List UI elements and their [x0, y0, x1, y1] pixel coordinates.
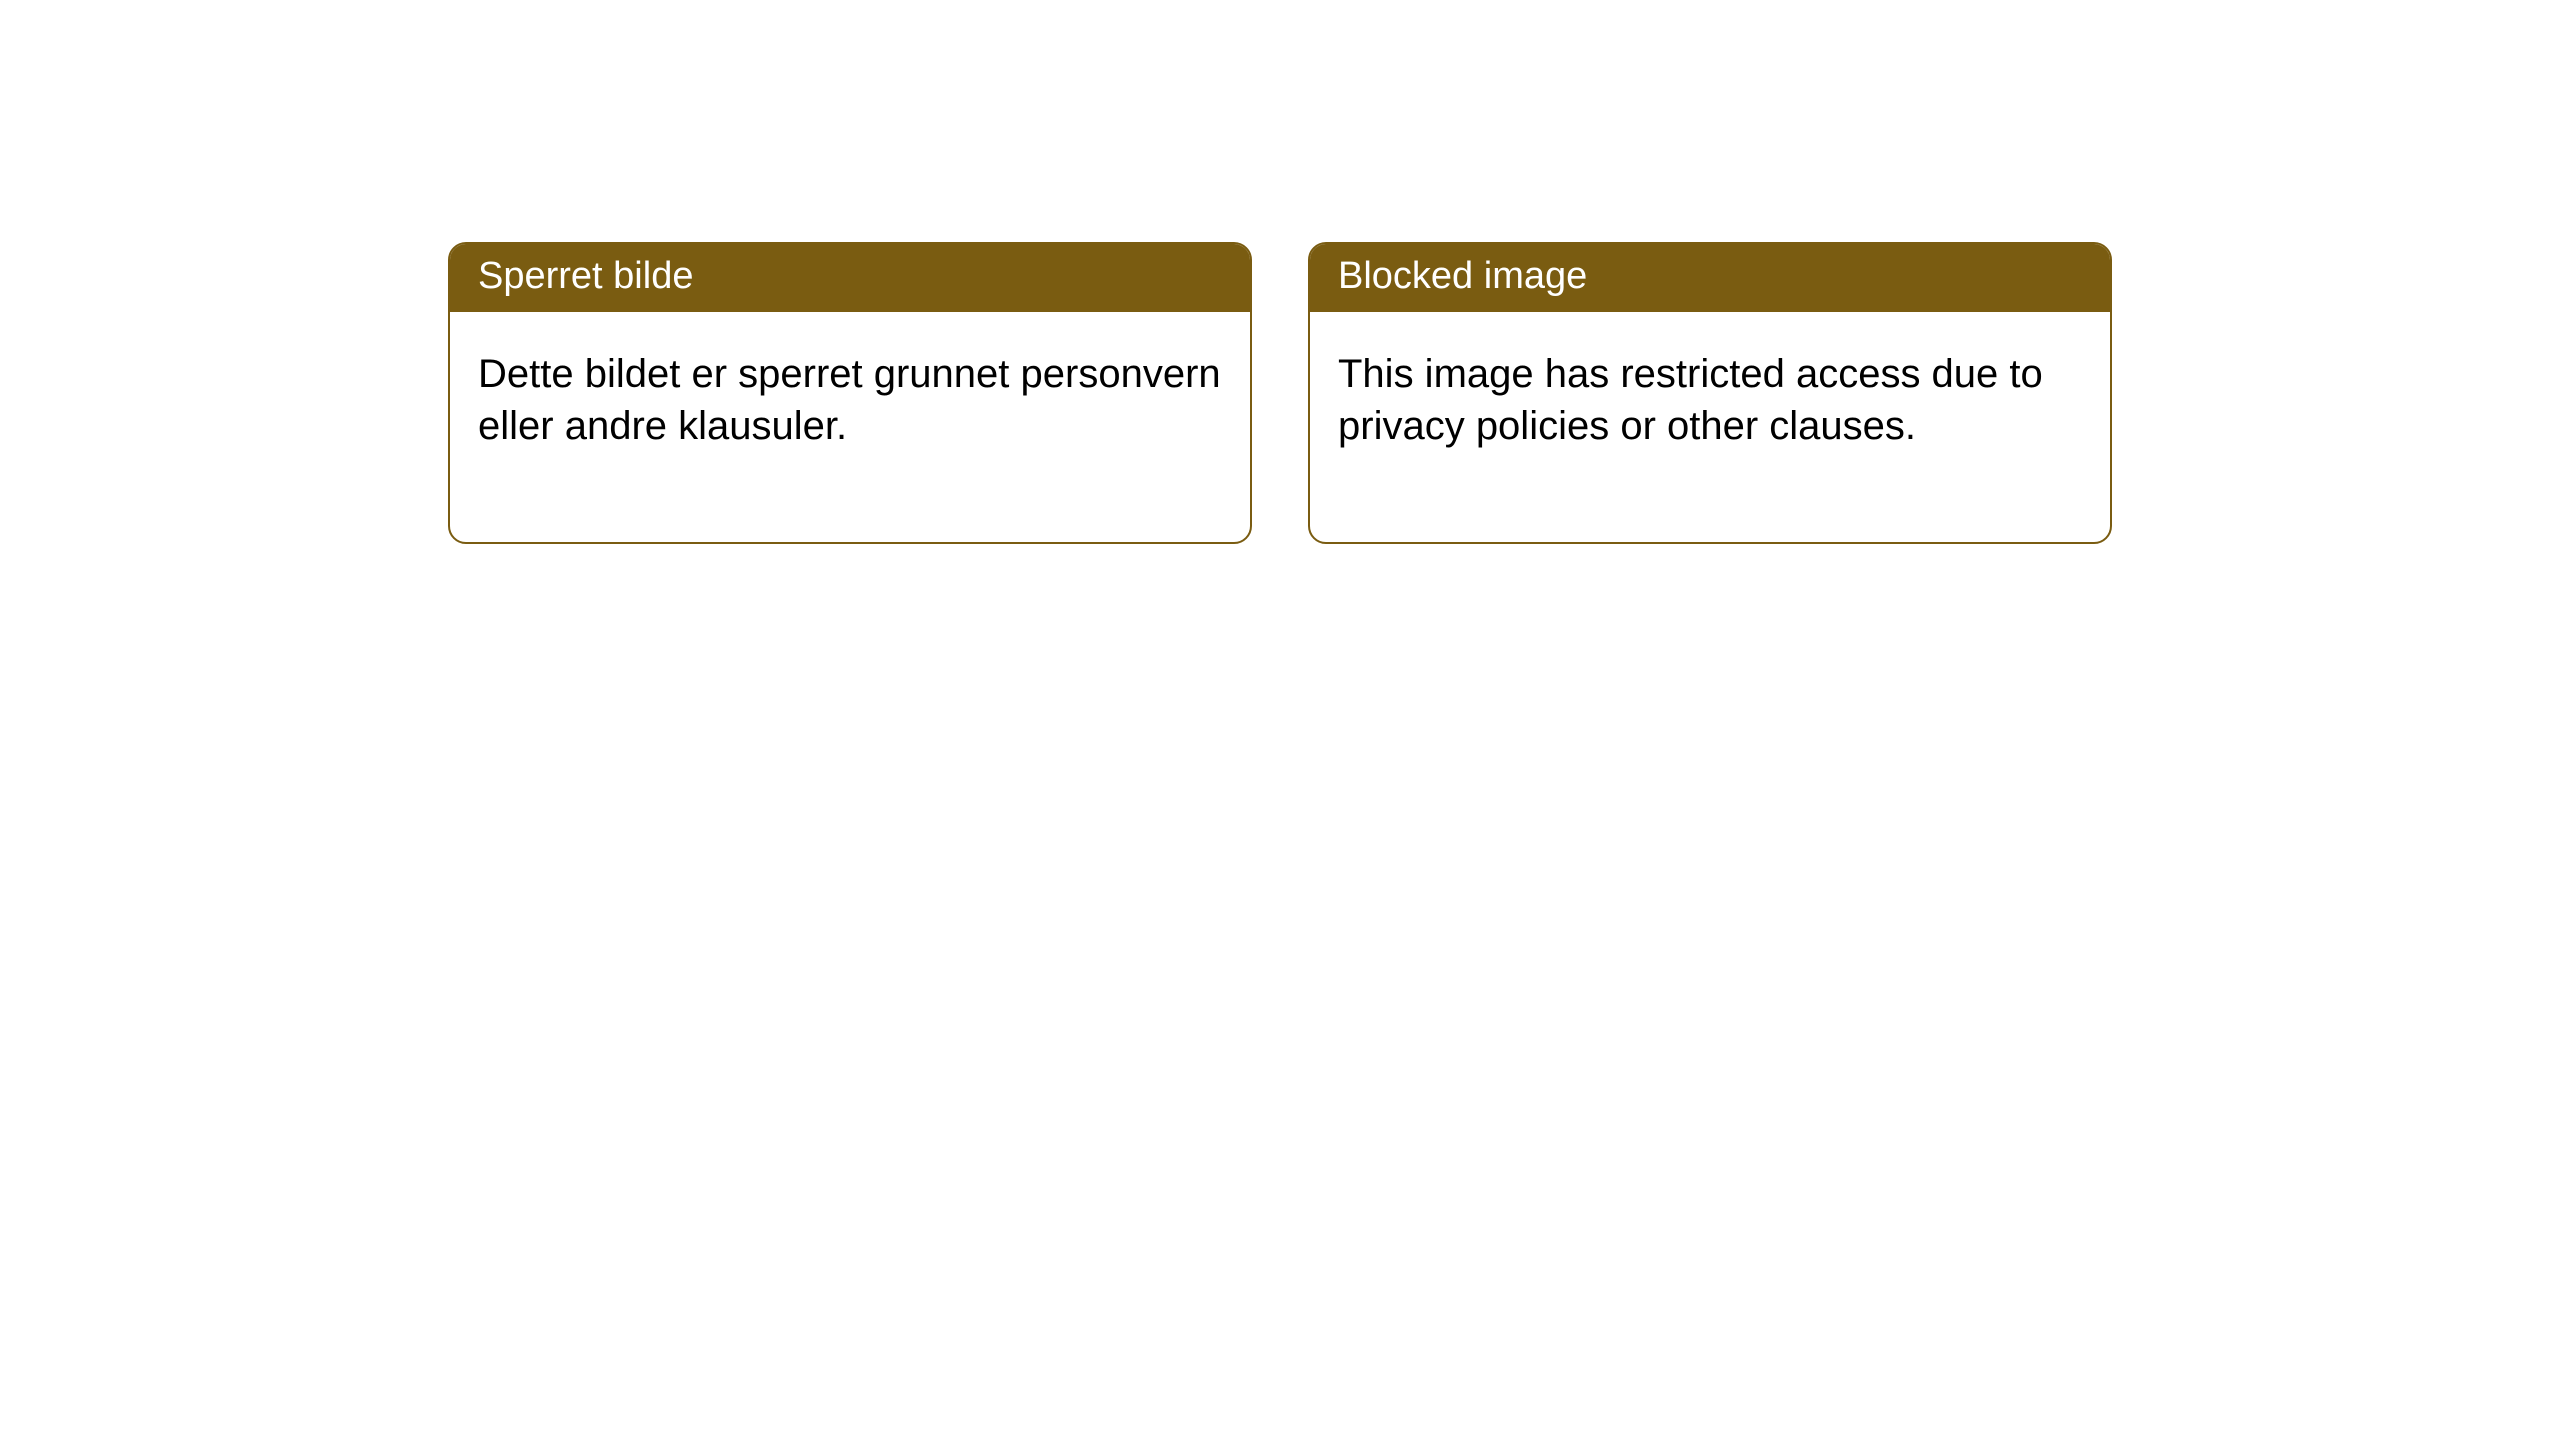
notice-body-text: This image has restricted access due to …	[1310, 312, 2110, 542]
notice-title: Sperret bilde	[450, 244, 1250, 312]
notice-card-norwegian: Sperret bilde Dette bildet er sperret gr…	[448, 242, 1252, 544]
notice-title: Blocked image	[1310, 244, 2110, 312]
notice-container: Sperret bilde Dette bildet er sperret gr…	[0, 0, 2560, 544]
notice-card-english: Blocked image This image has restricted …	[1308, 242, 2112, 544]
notice-body-text: Dette bildet er sperret grunnet personve…	[450, 312, 1250, 542]
